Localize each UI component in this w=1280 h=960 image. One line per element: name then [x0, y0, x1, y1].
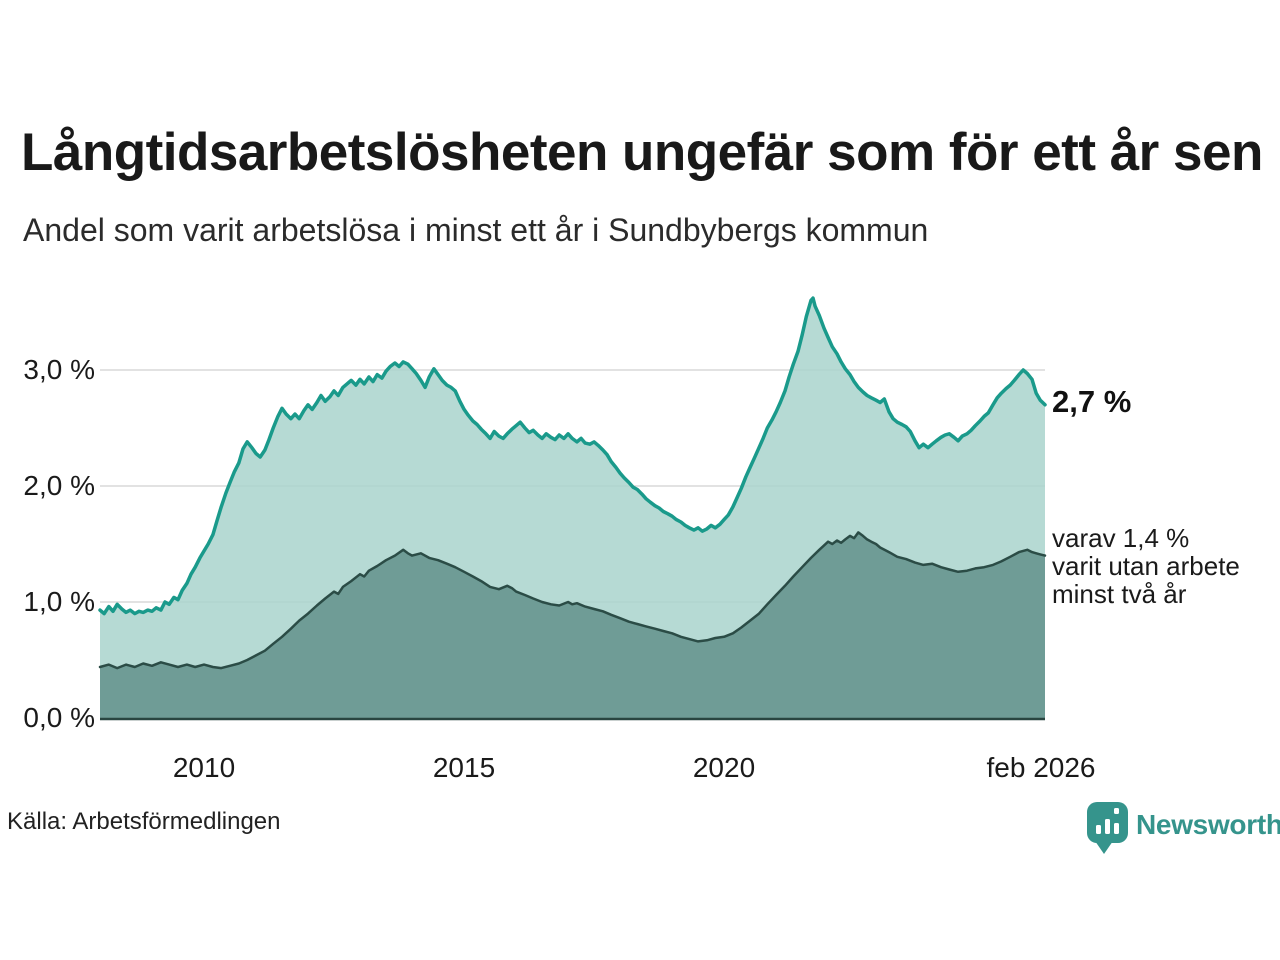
logo-bar-small	[1096, 825, 1101, 834]
newsworthy-barchart-icon	[1087, 802, 1128, 843]
annotation-line-3: minst två år	[1052, 579, 1187, 609]
logo-speech-tail	[1095, 841, 1113, 854]
y-axis-tick-1: 1,0 %	[23, 586, 95, 617]
logo-bar-tall	[1105, 819, 1110, 834]
newsworthy-logo: Newsworthy	[1087, 802, 1280, 854]
annotation-line-2: varit utan arbete	[1052, 551, 1240, 581]
newsworthy-wordmark: Newsworthy	[1136, 809, 1280, 840]
x-axis-tick-feb-2026: feb 2026	[986, 752, 1096, 783]
x-axis-tick-2020: 2020	[692, 752, 756, 783]
y-axis-tick-0: 0,0 %	[23, 702, 95, 733]
y-axis-tick-2: 2,0 %	[23, 470, 95, 501]
chart-subtitle: Andel som varit arbetslösa i minst ett å…	[23, 212, 929, 248]
annotation-line-1: varav 1,4 %	[1052, 523, 1190, 553]
logo-exclamation-dot	[1114, 808, 1119, 814]
secondary-series-annotation: varav 1,4 % varit utan arbete minst två …	[1052, 524, 1240, 608]
x-axis-tick-2010: 2010	[172, 752, 236, 783]
logo-exclamation-stem	[1114, 823, 1119, 834]
x-axis-tick-2015: 2015	[432, 752, 496, 783]
source-attribution: Källa: Arbetsförmedlingen	[7, 808, 281, 835]
page-title: Långtidsarbetslösheten ungefär som för e…	[21, 123, 1263, 182]
y-axis-tick-3: 3,0 %	[23, 354, 95, 385]
latest-value-label: 2,7 %	[1052, 384, 1132, 419]
